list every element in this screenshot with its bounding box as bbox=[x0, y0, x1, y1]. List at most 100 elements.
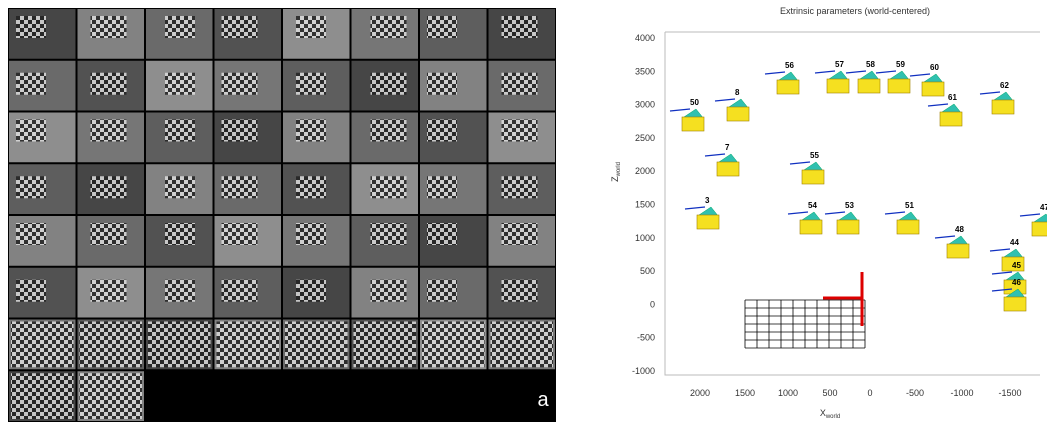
camera-body bbox=[800, 220, 822, 234]
camera-label: 57 bbox=[835, 60, 844, 69]
x-tick-label: 1500 bbox=[735, 388, 755, 398]
x-tick-label: 0 bbox=[867, 388, 872, 398]
checkerboard bbox=[502, 176, 538, 198]
checkerboard bbox=[91, 73, 127, 95]
y-tick-label: 3000 bbox=[635, 100, 655, 110]
camera-axis bbox=[715, 99, 735, 101]
checkerboard bbox=[427, 176, 457, 198]
camera-label: 8 bbox=[735, 88, 740, 97]
camera-label: 51 bbox=[905, 201, 914, 210]
checkerboard bbox=[502, 16, 538, 38]
camera-axis bbox=[846, 71, 866, 73]
checkerboard bbox=[16, 120, 46, 142]
checkerboard bbox=[502, 223, 538, 245]
checkerboard bbox=[165, 223, 195, 245]
checkerboard bbox=[222, 120, 258, 142]
camera-body bbox=[717, 162, 739, 176]
checkerboard bbox=[165, 16, 195, 38]
calibration-pattern bbox=[745, 300, 865, 348]
camera-axis bbox=[885, 212, 905, 214]
checkerboard bbox=[296, 120, 326, 142]
y-tick-label: 2500 bbox=[635, 133, 655, 143]
checkerboard bbox=[285, 322, 348, 368]
camera-body bbox=[922, 82, 944, 96]
checkerboard bbox=[296, 280, 326, 302]
camera-axis bbox=[928, 104, 948, 106]
cameras: 5085657585960616275535453514844454647 bbox=[670, 60, 1047, 311]
camera-label: 56 bbox=[785, 61, 794, 70]
camera-axis bbox=[1020, 214, 1040, 216]
checkerboard bbox=[165, 120, 195, 142]
checkerboard bbox=[80, 322, 143, 368]
page: a Extrinsic parameters (world-centered) … bbox=[0, 0, 1047, 428]
checkerboard bbox=[222, 280, 258, 302]
y-tick-label: 0 bbox=[650, 299, 655, 309]
plot-title: Extrinsic parameters (world-centered) bbox=[780, 6, 930, 16]
checkerboard bbox=[165, 176, 195, 198]
camera-label: 55 bbox=[810, 151, 819, 160]
camera-body bbox=[777, 80, 799, 94]
camera-axis bbox=[765, 72, 785, 74]
checkerboard bbox=[427, 120, 457, 142]
camera-body bbox=[1032, 222, 1047, 236]
camera-label: 44 bbox=[1010, 238, 1019, 247]
checkerboard bbox=[16, 223, 46, 245]
checkerboard bbox=[371, 280, 407, 302]
checkerboard bbox=[11, 373, 74, 419]
camera-axis bbox=[825, 212, 845, 214]
camera-label: 47 bbox=[1040, 203, 1047, 212]
checkerboard bbox=[148, 322, 211, 368]
checkerboard bbox=[91, 176, 127, 198]
camera-body bbox=[888, 79, 910, 93]
checkerboard bbox=[427, 223, 457, 245]
checkerboard bbox=[371, 120, 407, 142]
camera-label: 50 bbox=[690, 98, 699, 107]
camera-axis bbox=[815, 71, 835, 73]
checkerboard bbox=[502, 120, 538, 142]
checkerboard bbox=[16, 280, 46, 302]
camera-label: 45 bbox=[1012, 261, 1021, 270]
checkerboard bbox=[16, 16, 46, 38]
camera-axis bbox=[705, 154, 725, 156]
x-tick-label: -500 bbox=[906, 388, 924, 398]
camera-axis bbox=[935, 236, 955, 238]
camera-label: 61 bbox=[948, 93, 957, 102]
checkerboard bbox=[371, 16, 407, 38]
x-tick-label: -1000 bbox=[950, 388, 973, 398]
checkerboard bbox=[422, 322, 485, 368]
camera-label: 7 bbox=[725, 143, 730, 152]
x-axis-label: Xworld bbox=[820, 408, 840, 420]
checkerboard bbox=[354, 322, 417, 368]
camera-axis bbox=[876, 71, 896, 73]
checkerboard bbox=[427, 16, 457, 38]
camera-label: 46 bbox=[1012, 278, 1021, 287]
checkerboard bbox=[491, 322, 554, 368]
camera-axis bbox=[685, 207, 705, 209]
checkerboard bbox=[502, 280, 538, 302]
camera-label: 58 bbox=[866, 60, 875, 69]
camera-label: 62 bbox=[1000, 81, 1009, 90]
checkerboard bbox=[222, 73, 258, 95]
y-tick-label: 4000 bbox=[635, 33, 655, 43]
checkerboard bbox=[296, 176, 326, 198]
checkerboard bbox=[16, 176, 46, 198]
camera-body bbox=[992, 100, 1014, 114]
camera-label: 59 bbox=[896, 60, 905, 69]
checkerboard bbox=[80, 373, 143, 419]
camera-label: 3 bbox=[705, 196, 710, 205]
checkerboard bbox=[217, 322, 280, 368]
camera-body bbox=[827, 79, 849, 93]
y-tick-label: 3500 bbox=[635, 66, 655, 76]
x-tick-label: -1500 bbox=[998, 388, 1021, 398]
camera-axis bbox=[980, 92, 1000, 94]
checkerboard bbox=[91, 223, 127, 245]
checkerboard bbox=[91, 120, 127, 142]
y-axis-label: Zworld bbox=[610, 162, 622, 182]
camera-body bbox=[837, 220, 859, 234]
x-tick-label: 500 bbox=[822, 388, 837, 398]
camera-label: 54 bbox=[808, 201, 817, 210]
y-tick-label: -1000 bbox=[632, 366, 655, 376]
camera-body bbox=[897, 220, 919, 234]
x-axis-label-sub: world bbox=[825, 414, 840, 420]
camera-axis bbox=[910, 74, 930, 76]
